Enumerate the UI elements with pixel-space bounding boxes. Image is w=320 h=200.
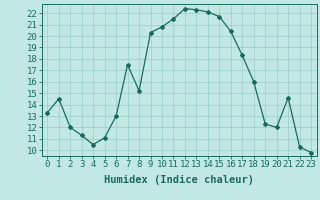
X-axis label: Humidex (Indice chaleur): Humidex (Indice chaleur) — [104, 175, 254, 185]
